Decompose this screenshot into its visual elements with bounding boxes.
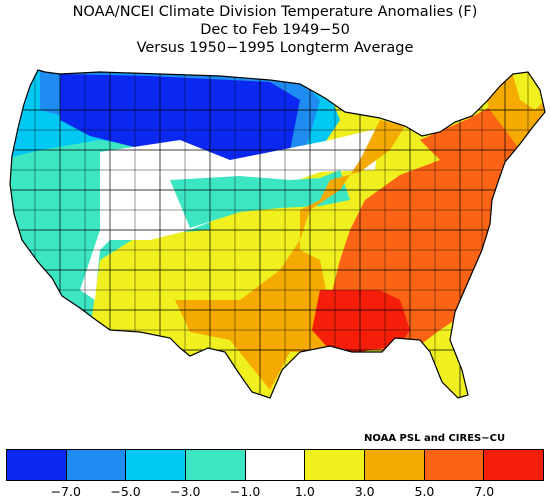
map-title: NOAA/NCEI Climate Division Temperature A… [72, 4, 478, 20]
legend-swatch [365, 450, 425, 480]
legend-swatch [305, 450, 366, 480]
legend-tick-label: −7.0 [50, 484, 81, 499]
map-subtitle-period: Dec to Feb 1949−50 [200, 22, 350, 38]
us-outline [9, 69, 546, 399]
data-credit: NOAA PSL and CIRES−CU [364, 433, 506, 444]
map-subtitle-baseline: Versus 1950−1995 Longterm Average [136, 40, 414, 56]
legend-tick-labels: −7.0 −5.0 −3.0 −1.0 1.0 3.0 5.0 7.0 [0, 482, 550, 500]
legend-tick-label: 1.0 [294, 484, 315, 499]
legend-tick-label: −1.0 [229, 484, 261, 499]
legend-tick-label: −5.0 [110, 484, 141, 499]
region-fill-above-7 [312, 290, 410, 352]
us-anomaly-map [9, 69, 546, 399]
legend-swatch [7, 450, 67, 480]
climate-division-boundaries [10, 70, 545, 398]
legend-swatch [484, 450, 544, 480]
region-fill-3-to-5 [175, 120, 405, 390]
legend-swatch [126, 450, 187, 480]
legend-swatch [66, 450, 127, 480]
legend-tick-label: 7.0 [474, 484, 495, 499]
division-lines-minor-vertical [34, 70, 529, 398]
region-fill-5-to-7 [330, 96, 545, 350]
division-lines-horizontal [10, 109, 545, 351]
legend-swatch [245, 450, 306, 480]
division-lines-vertical [59, 70, 506, 398]
division-lines-minor-horizontal [10, 129, 545, 331]
legend-tick-label: −3.0 [170, 484, 201, 499]
legend-tick-label: 3.0 [354, 484, 375, 499]
legend-tick-label: 5.0 [414, 484, 435, 499]
region-fill-below-minus7 [60, 74, 300, 170]
region-fill-1-to-3-maine [512, 70, 545, 110]
legend-colorbar [6, 449, 544, 481]
legend-swatch [186, 450, 246, 480]
anomaly-fill-regions [10, 70, 545, 398]
legend-swatch [424, 450, 485, 480]
